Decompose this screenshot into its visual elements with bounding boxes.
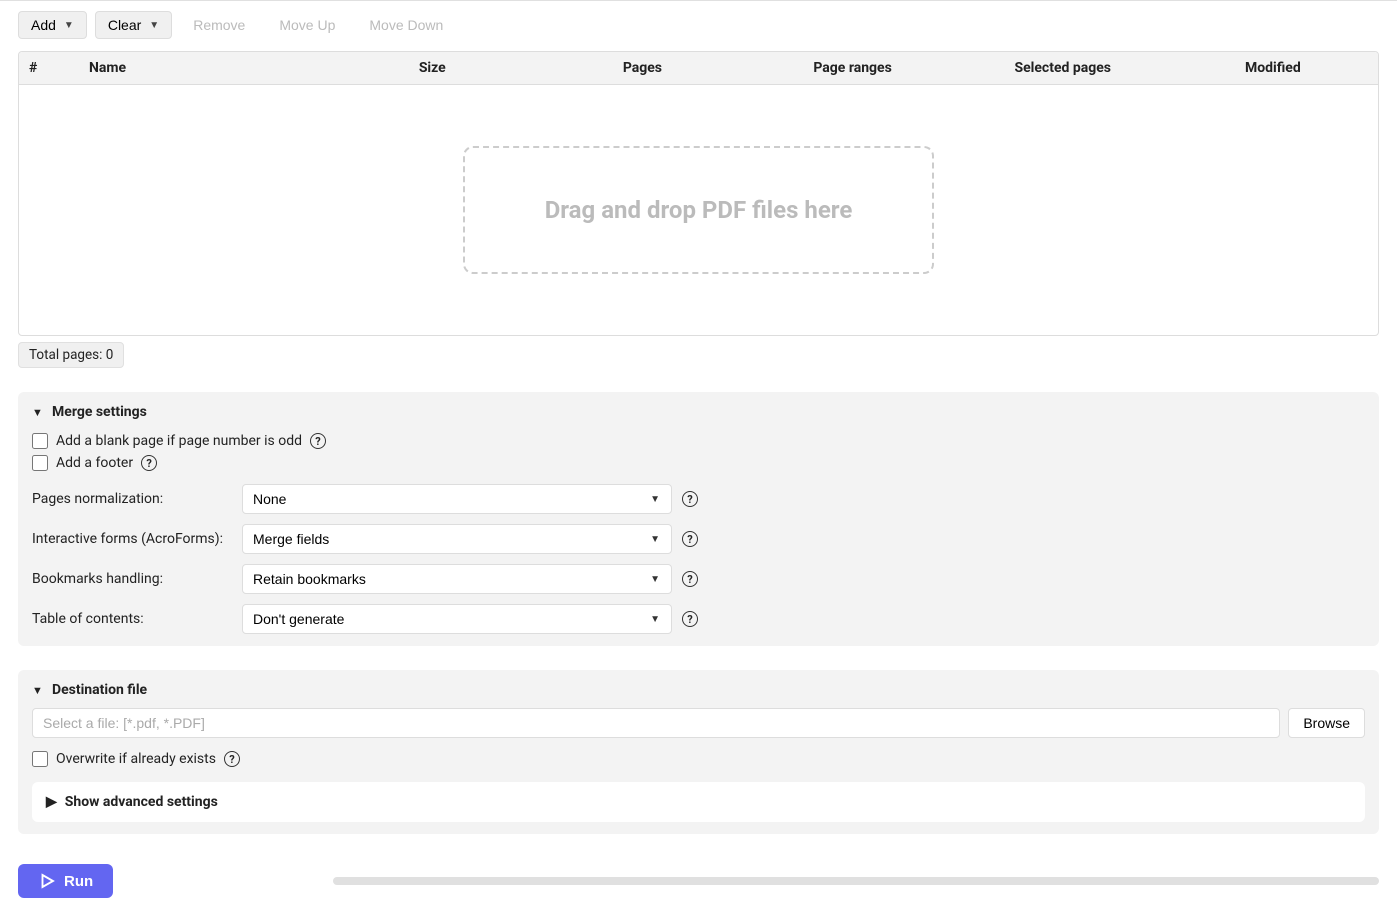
browse-button[interactable]: Browse — [1288, 708, 1365, 738]
normalization-select[interactable]: None — [242, 484, 672, 514]
play-icon — [38, 872, 56, 890]
blank-page-checkbox[interactable] — [32, 433, 48, 449]
destination-panel: ▼ Destination file Browse Overwrite if a… — [18, 670, 1379, 834]
col-header-ranges[interactable]: Page ranges — [748, 58, 958, 78]
run-row: Run — [18, 864, 1379, 898]
forms-select[interactable]: Merge fields — [242, 524, 672, 554]
overwrite-row: Overwrite if already exists ? — [32, 748, 1365, 770]
help-icon[interactable]: ? — [224, 751, 240, 767]
dropzone[interactable]: Drag and drop PDF files here — [463, 146, 935, 274]
move-down-label: Move Down — [369, 17, 443, 33]
normalization-label: Pages normalization: — [32, 491, 232, 507]
move-up-label: Move Up — [279, 17, 335, 33]
col-header-pages[interactable]: Pages — [537, 58, 747, 78]
footer-checkbox[interactable] — [32, 455, 48, 471]
toc-row: Table of contents: Don't generate ▼ ? — [32, 604, 1365, 634]
advanced-settings-header[interactable]: ▶ Show advanced settings — [32, 782, 1365, 822]
add-label: Add — [31, 17, 56, 33]
overwrite-checkbox[interactable] — [32, 751, 48, 767]
clear-button[interactable]: Clear ▼ — [95, 11, 172, 39]
destination-header[interactable]: ▼ Destination file — [32, 682, 1365, 698]
help-icon[interactable]: ? — [682, 491, 698, 507]
help-icon[interactable]: ? — [682, 531, 698, 547]
caret-down-icon: ▼ — [32, 406, 44, 419]
help-icon[interactable]: ? — [682, 611, 698, 627]
advanced-settings-label: Show advanced settings — [65, 794, 218, 810]
run-label: Run — [64, 873, 93, 890]
normalization-select-wrap: None ▼ — [242, 484, 672, 514]
file-table: # Name Size Pages Page ranges Selected p… — [18, 51, 1379, 336]
col-header-num[interactable]: # — [19, 58, 79, 78]
bookmarks-row: Bookmarks handling: Retain bookmarks ▼ ? — [32, 564, 1365, 594]
col-header-selected[interactable]: Selected pages — [958, 58, 1168, 78]
clear-label: Clear — [108, 17, 141, 33]
forms-select-wrap: Merge fields ▼ — [242, 524, 672, 554]
move-up-button: Move Up — [266, 11, 348, 39]
caret-down-icon: ▼ — [32, 684, 44, 697]
move-down-button: Move Down — [356, 11, 456, 39]
destination-file-row: Browse — [32, 708, 1365, 738]
toolbar: Add ▼ Clear ▼ Remove Move Up Move Down — [18, 1, 1379, 49]
toc-select[interactable]: Don't generate — [242, 604, 672, 634]
destination-title: Destination file — [52, 682, 147, 698]
destination-input[interactable] — [32, 708, 1280, 738]
help-icon[interactable]: ? — [310, 433, 326, 449]
toc-label: Table of contents: — [32, 611, 232, 627]
merge-settings-title: Merge settings — [52, 404, 147, 420]
remove-button: Remove — [180, 11, 258, 39]
col-header-modified[interactable]: Modified — [1168, 58, 1378, 78]
footer-label: Add a footer — [56, 455, 133, 471]
overwrite-label: Overwrite if already exists — [56, 751, 216, 767]
col-header-size[interactable]: Size — [327, 58, 537, 78]
caret-down-icon: ▼ — [64, 20, 74, 31]
caret-right-icon: ▶ — [46, 794, 57, 810]
help-icon[interactable]: ? — [141, 455, 157, 471]
remove-label: Remove — [193, 17, 245, 33]
toc-select-wrap: Don't generate ▼ — [242, 604, 672, 634]
help-icon[interactable]: ? — [682, 571, 698, 587]
merge-settings-header[interactable]: ▼ Merge settings — [32, 404, 1365, 420]
caret-down-icon: ▼ — [149, 20, 159, 31]
blank-page-row: Add a blank page if page number is odd ? — [32, 430, 1365, 452]
bookmarks-label: Bookmarks handling: — [32, 571, 232, 587]
forms-row: Interactive forms (AcroForms): Merge fie… — [32, 524, 1365, 554]
blank-page-label: Add a blank page if page number is odd — [56, 433, 302, 449]
table-body[interactable]: Drag and drop PDF files here — [19, 85, 1378, 335]
normalization-row: Pages normalization: None ▼ ? — [32, 484, 1365, 514]
bookmarks-select-wrap: Retain bookmarks ▼ — [242, 564, 672, 594]
col-header-name[interactable]: Name — [79, 58, 327, 78]
bookmarks-select[interactable]: Retain bookmarks — [242, 564, 672, 594]
table-header: # Name Size Pages Page ranges Selected p… — [19, 52, 1378, 85]
scrollbar[interactable] — [333, 877, 1379, 885]
total-pages-badge: Total pages: 0 — [18, 342, 124, 368]
run-button[interactable]: Run — [18, 864, 113, 898]
forms-label: Interactive forms (AcroForms): — [32, 531, 232, 547]
add-button[interactable]: Add ▼ — [18, 11, 87, 39]
footer-row: Add a footer ? — [32, 452, 1365, 474]
merge-settings-panel: ▼ Merge settings Add a blank page if pag… — [18, 392, 1379, 646]
